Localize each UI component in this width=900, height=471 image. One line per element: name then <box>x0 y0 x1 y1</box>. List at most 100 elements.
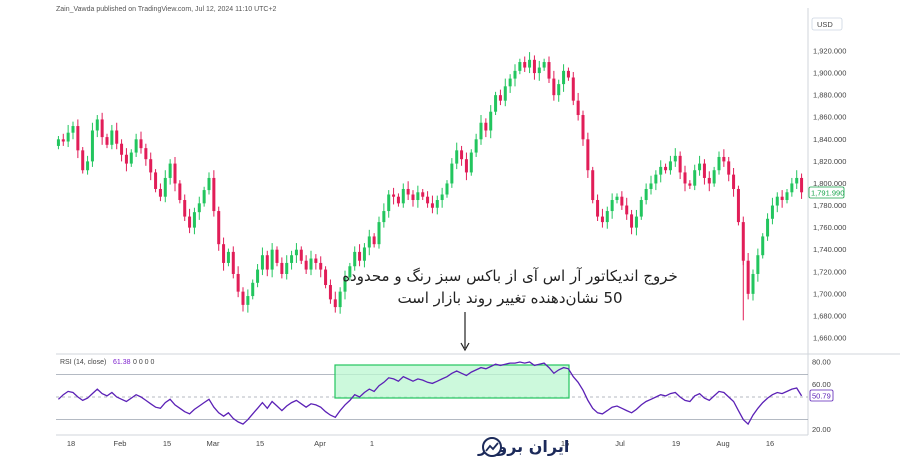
candle-body <box>319 262 323 270</box>
time-axis-label: 19 <box>672 439 680 448</box>
candle-body <box>479 122 483 140</box>
candle-body <box>231 251 235 274</box>
candle-body <box>489 111 493 131</box>
candle-body <box>435 200 439 208</box>
candle-body <box>775 196 779 206</box>
candle-body <box>120 143 124 155</box>
candle-body <box>163 177 167 197</box>
candle-body <box>508 78 512 87</box>
candle-body <box>61 139 65 142</box>
candle-body <box>659 166 663 175</box>
candle-body <box>795 177 799 184</box>
candle-body <box>649 183 653 189</box>
time-axis-label: Jul <box>615 439 625 448</box>
candle-body <box>688 183 692 186</box>
candle-body <box>503 86 507 101</box>
candle-body <box>285 262 289 274</box>
candle-body <box>294 249 298 256</box>
candle-body <box>392 194 396 197</box>
candle-body <box>304 260 308 270</box>
annotation-arrow-head <box>460 342 470 352</box>
candle-body <box>785 192 789 201</box>
candle-body <box>770 205 774 219</box>
price-axis-label: 1,740.000 <box>813 245 846 254</box>
rsi-current-value: 50.79 <box>812 392 831 401</box>
candle-body <box>358 251 362 261</box>
candle-body <box>469 152 473 173</box>
candlestick-series <box>56 52 804 321</box>
candle-body <box>353 251 357 267</box>
candle-body <box>576 100 580 116</box>
iran-broker-logo: ایران بروکر <box>477 437 569 457</box>
candle-body <box>212 177 216 212</box>
currency-label: USD <box>817 20 833 29</box>
candle-body <box>537 67 541 74</box>
candle-body <box>149 159 153 173</box>
price-axis-label: 1,680.000 <box>813 311 846 320</box>
candle-body <box>396 196 400 204</box>
candle-body <box>639 200 643 217</box>
candle-body <box>260 255 264 270</box>
candle-body <box>566 70 570 78</box>
candle-body <box>183 200 187 217</box>
candle-body <box>56 139 60 146</box>
candle-body <box>154 172 158 189</box>
price-axis-label: 1,780.000 <box>813 201 846 210</box>
candle-body <box>707 177 711 184</box>
candle-body <box>547 62 551 79</box>
candle-body <box>693 170 697 186</box>
candle-body <box>673 155 677 162</box>
candle-body <box>192 212 196 228</box>
candle-body <box>586 139 590 171</box>
time-axis-label: Mar <box>207 439 220 448</box>
candle-body <box>367 236 371 248</box>
candle-body <box>600 216 604 223</box>
candle-body <box>76 126 80 151</box>
candle-body <box>630 214 634 228</box>
candle-body <box>178 183 182 201</box>
candle-body <box>610 200 614 212</box>
candle-body <box>518 62 522 71</box>
candle-body <box>761 236 765 256</box>
currency-box[interactable] <box>811 17 843 31</box>
candle-body <box>168 163 172 178</box>
candle-body <box>421 192 425 197</box>
candle-body <box>144 148 148 160</box>
price-axis-label: 1,700.000 <box>813 289 846 298</box>
candle-body <box>416 192 420 201</box>
candle-body <box>406 188 410 195</box>
annotation-line-1: خروج اندیکاتور آر اس آی از باکس سبز رنگ … <box>342 267 678 286</box>
candle-body <box>134 139 138 153</box>
candle-body <box>188 216 192 228</box>
time-axis-label: Apr <box>314 439 326 448</box>
candle-body <box>756 255 760 274</box>
price-axis-labels: 1,920.000 1,900.000 1,880.000 1,860.000 1,84… <box>813 47 846 343</box>
candle-body <box>634 216 638 228</box>
candle-body <box>790 183 794 193</box>
candle-body <box>746 260 750 294</box>
rsi-level-60: 60.00 <box>812 380 831 389</box>
candle-body <box>668 161 672 171</box>
rsi-legend-extra: 0 0 0 0 <box>133 359 155 366</box>
candle-body <box>702 163 706 178</box>
candle-body <box>333 299 337 308</box>
rsi-series <box>57 361 803 426</box>
candle-body <box>654 174 658 184</box>
candle-body <box>581 115 585 140</box>
candle-body <box>299 249 303 261</box>
candle-body <box>552 78 556 96</box>
candle-body <box>664 166 668 171</box>
candle-body <box>445 183 449 195</box>
candle-body <box>139 139 143 149</box>
candle-body <box>430 203 434 208</box>
rsi-legend-label[interactable]: RSI (14, close) <box>60 359 106 366</box>
candle-body <box>110 130 114 145</box>
price-axis-label: 1,880.000 <box>813 91 846 100</box>
candle-body <box>129 152 133 164</box>
time-axis-label: Aug <box>716 439 729 448</box>
time-axis-label: 15 <box>561 439 569 448</box>
candle-body <box>411 194 415 201</box>
candle-body <box>197 203 201 213</box>
